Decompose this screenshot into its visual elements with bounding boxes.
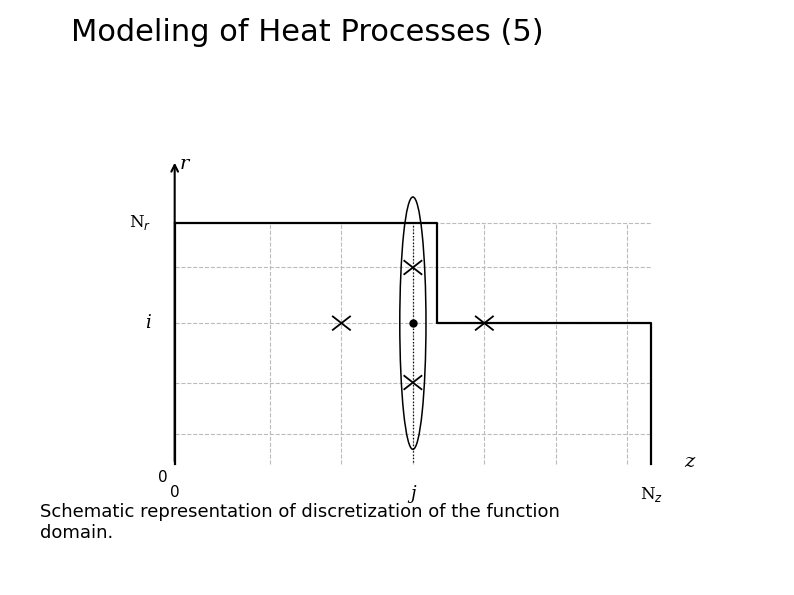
Text: Modeling of Heat Processes (5): Modeling of Heat Processes (5) — [71, 18, 544, 47]
Text: 0: 0 — [170, 484, 179, 500]
Text: N$_z$: N$_z$ — [639, 484, 663, 503]
Text: z: z — [684, 453, 695, 471]
Text: j: j — [410, 484, 416, 503]
Text: i: i — [145, 314, 151, 332]
Text: 0: 0 — [158, 469, 168, 485]
Text: N$_r$: N$_r$ — [129, 214, 151, 233]
Text: Schematic representation of discretization of the function
domain.: Schematic representation of discretizati… — [40, 503, 560, 541]
Text: r: r — [179, 155, 189, 173]
